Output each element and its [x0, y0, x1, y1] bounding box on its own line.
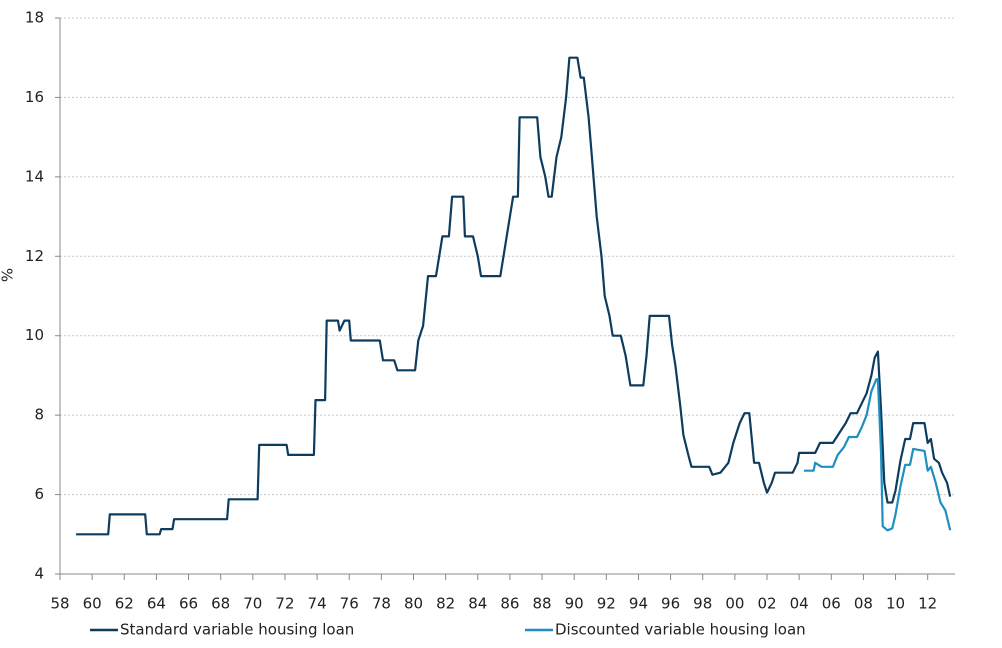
x-tick-label: 84: [468, 595, 487, 613]
x-tick-label: 74: [308, 595, 327, 613]
x-tick-label: 02: [757, 595, 776, 613]
x-tick-label: 64: [147, 595, 166, 613]
y-axis-label: %: [0, 268, 16, 282]
y-tick-label: 8: [34, 406, 44, 424]
x-tick-label: 72: [275, 595, 294, 613]
y-tick-label: 10: [25, 326, 44, 344]
y-tick-label: 6: [34, 485, 44, 503]
x-tick-label: 12: [918, 595, 937, 613]
x-tick-label: 10: [886, 595, 905, 613]
x-tick-label: 94: [629, 595, 648, 613]
legend-label: Standard variable housing loan: [120, 621, 354, 639]
y-tick-label: 14: [25, 167, 44, 185]
x-tick-label: 00: [725, 595, 744, 613]
x-tick-label: 62: [115, 595, 134, 613]
x-tick-label: 98: [693, 595, 712, 613]
x-tick-label: 88: [532, 595, 551, 613]
x-tick-label: 68: [211, 595, 230, 613]
legend-label: Discounted variable housing loan: [555, 621, 806, 639]
x-tick-label: 04: [790, 595, 809, 613]
x-tick-label: 90: [565, 595, 584, 613]
x-tick-label: 58: [50, 595, 69, 613]
y-tick-label: 12: [25, 247, 44, 265]
x-tick-label: 82: [436, 595, 455, 613]
x-tick-label: 08: [854, 595, 873, 613]
x-tick-label: 66: [179, 595, 198, 613]
y-tick-label: 4: [34, 565, 44, 583]
y-tick-label: 16: [25, 88, 44, 106]
x-tick-label: 60: [83, 595, 102, 613]
x-tick-label: 76: [340, 595, 359, 613]
y-tick-label: 18: [25, 9, 44, 27]
line: [804, 378, 952, 532]
x-tick-label: 06: [822, 595, 841, 613]
x-tick-label: 70: [243, 595, 262, 613]
line: [76, 56, 952, 536]
x-tick-label: 92: [597, 595, 616, 613]
x-tick-label: 78: [372, 595, 391, 613]
x-tick-label: 86: [500, 595, 519, 613]
x-tick-label: 80: [404, 595, 423, 613]
x-tick-label: 96: [661, 595, 680, 613]
